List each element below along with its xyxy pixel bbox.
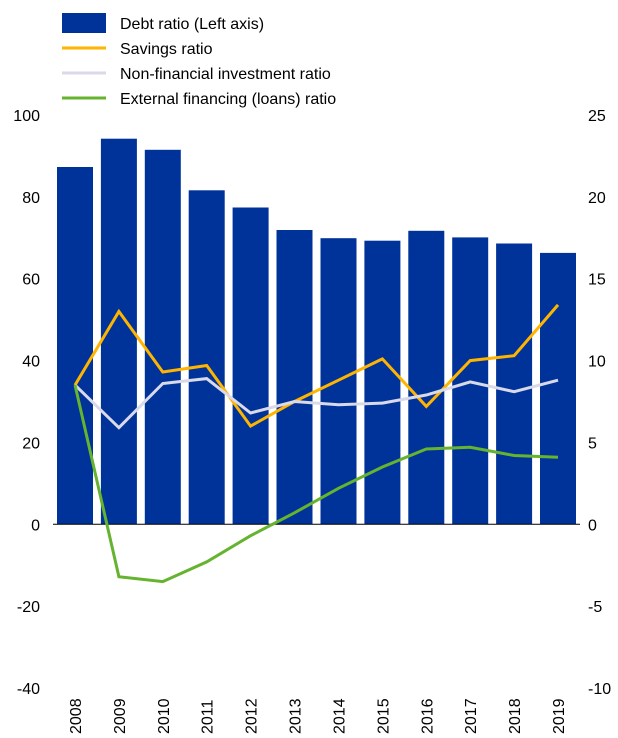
right-tick-label: 20 bbox=[588, 190, 606, 207]
left-axis: 100 80 60 40 20 0 -20 -40 bbox=[13, 108, 40, 698]
x-tick-label: 2013 bbox=[288, 698, 305, 734]
x-tick-label: 2017 bbox=[463, 698, 480, 734]
x-tick-label: 2012 bbox=[244, 698, 261, 734]
legend-label-non-financial-investment-ratio: Non-financial investment ratio bbox=[120, 66, 331, 83]
x-tick-label: 2014 bbox=[331, 698, 348, 734]
right-tick-label: 0 bbox=[588, 517, 597, 534]
bar-2015 bbox=[364, 240, 401, 525]
left-tick-label: -20 bbox=[17, 599, 40, 616]
x-tick-label: 2009 bbox=[112, 698, 129, 734]
x-tick-label: 2011 bbox=[200, 699, 217, 734]
x-tick-label: 2010 bbox=[156, 698, 173, 734]
legend-label-debt-ratio: Debt ratio (Left axis) bbox=[120, 16, 264, 33]
line-series-group bbox=[73, 303, 560, 584]
right-tick-label: -10 bbox=[588, 681, 611, 698]
right-axis: 25 20 15 10 5 0 -5 -10 bbox=[588, 108, 611, 698]
legend-swatch-debt-ratio bbox=[62, 13, 106, 33]
left-tick-label: -40 bbox=[17, 681, 40, 698]
line-savings-ratio bbox=[73, 303, 560, 429]
left-tick-label: 80 bbox=[22, 190, 40, 207]
legend: Debt ratio (Left axis) Savings ratio Non… bbox=[62, 13, 336, 108]
legend-label-savings-ratio: Savings ratio bbox=[120, 41, 213, 58]
bar-2011 bbox=[188, 190, 225, 525]
left-tick-label: 60 bbox=[22, 272, 40, 289]
bar-2019 bbox=[540, 252, 576, 525]
right-tick-label: 15 bbox=[588, 272, 606, 289]
line-non-financial-investment-ratio bbox=[73, 377, 559, 430]
x-tick-label: 2008 bbox=[68, 698, 85, 734]
bar-2013 bbox=[276, 230, 313, 525]
bar-2012 bbox=[232, 207, 269, 525]
bar-2016 bbox=[408, 230, 445, 525]
left-tick-label: 0 bbox=[31, 517, 40, 534]
bar-2010 bbox=[144, 149, 181, 525]
right-tick-label: 25 bbox=[588, 108, 606, 125]
bar-2018 bbox=[496, 243, 533, 525]
x-axis: 2008 2009 2010 2011 2012 2013 2014 2015 2016 2017… bbox=[68, 698, 568, 734]
left-tick-label: 40 bbox=[22, 354, 40, 371]
left-tick-label: 20 bbox=[22, 435, 40, 452]
right-tick-label: 10 bbox=[588, 354, 606, 371]
x-tick-label: 2018 bbox=[507, 698, 524, 734]
legend-label-external-financing-ratio: External financing (loans) ratio bbox=[120, 91, 336, 108]
right-tick-label: -5 bbox=[588, 599, 602, 616]
x-tick-label: 2015 bbox=[375, 698, 392, 734]
x-tick-label: 2016 bbox=[419, 698, 436, 734]
right-tick-label: 5 bbox=[588, 435, 597, 452]
left-tick-label: 100 bbox=[13, 108, 40, 125]
bar-series-debt-ratio bbox=[57, 138, 576, 525]
x-tick-label: 2019 bbox=[551, 698, 568, 734]
line-external-financing-ratio bbox=[73, 384, 559, 584]
bar-2008 bbox=[57, 167, 93, 525]
